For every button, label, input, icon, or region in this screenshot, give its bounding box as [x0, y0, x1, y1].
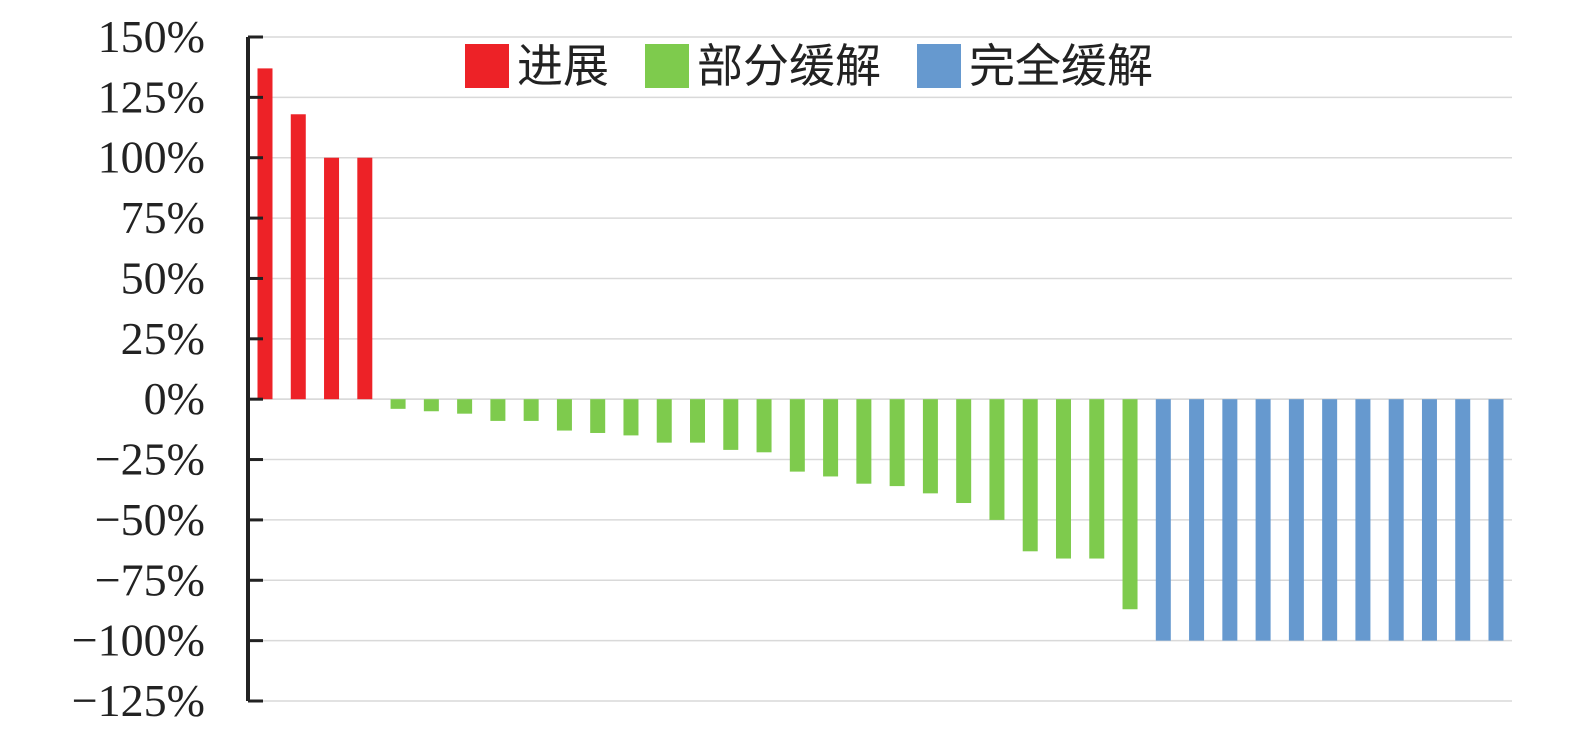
bar	[1488, 399, 1504, 641]
bar	[889, 399, 905, 487]
y-tick-label: −75%	[95, 554, 205, 605]
bar	[257, 68, 273, 400]
legend-swatch	[465, 44, 509, 88]
y-tick-label: 150%	[98, 11, 205, 62]
bar	[324, 157, 340, 400]
bar	[1421, 399, 1437, 641]
bar	[1322, 399, 1338, 641]
y-tick-label: 0%	[144, 373, 205, 424]
bar	[690, 399, 706, 443]
bar	[1189, 399, 1205, 641]
bar	[1122, 399, 1138, 610]
y-tick-label: −50%	[95, 494, 205, 545]
bar	[1022, 399, 1038, 552]
y-tick-label: −100%	[72, 615, 205, 666]
legend-label: 完全缓解	[969, 39, 1153, 93]
bar	[1055, 399, 1071, 559]
bar	[1155, 399, 1171, 641]
legend-swatch	[917, 44, 961, 88]
bar	[423, 399, 439, 412]
bar	[823, 399, 839, 477]
y-axis	[246, 35, 263, 703]
legend-label: 部分缓解	[697, 39, 881, 93]
bar	[1388, 399, 1404, 641]
bar	[756, 399, 772, 453]
bar	[1288, 399, 1304, 641]
legend-label: 进展	[517, 39, 609, 93]
y-tick-label: −125%	[72, 675, 205, 726]
bar	[523, 399, 539, 421]
bar	[789, 399, 805, 472]
bar	[989, 399, 1005, 520]
bar	[357, 157, 373, 400]
bar	[1089, 399, 1105, 559]
bar	[1455, 399, 1471, 641]
y-tick-labels: 150% 125% 100% 75% 50% 25% 0% −25% −50% −75% −100%…	[72, 11, 205, 726]
bar	[490, 399, 506, 421]
bar	[590, 399, 606, 433]
legend: 进展 部分缓解 完全缓解	[465, 39, 1153, 93]
y-tick-label: 75%	[121, 192, 205, 243]
bar	[556, 399, 572, 431]
bar	[1255, 399, 1271, 641]
y-tick-label: 50%	[121, 252, 205, 303]
bar	[856, 399, 872, 484]
bar	[1355, 399, 1371, 641]
bar	[457, 399, 473, 414]
bar	[1222, 399, 1238, 641]
y-tick-label: 25%	[121, 313, 205, 364]
bar	[290, 114, 306, 400]
bar	[723, 399, 739, 450]
bars	[257, 68, 1504, 641]
bar	[390, 399, 406, 409]
y-tick-label: −25%	[95, 434, 205, 485]
bar	[956, 399, 972, 504]
bar	[623, 399, 639, 436]
bar	[656, 399, 672, 443]
y-tick-label: 125%	[98, 71, 205, 122]
y-tick-label: 100%	[98, 132, 205, 183]
legend-swatch	[645, 44, 689, 88]
bar	[922, 399, 938, 494]
